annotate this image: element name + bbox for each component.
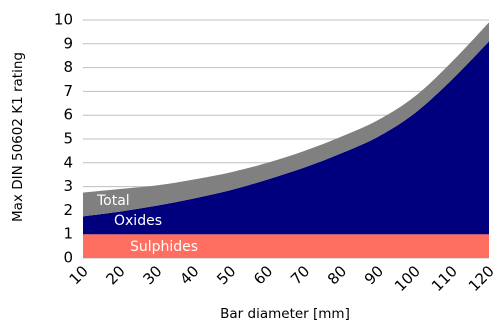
x-tick-label: 20 bbox=[103, 262, 129, 288]
x-tick-label: 40 bbox=[176, 262, 202, 288]
y-tick-label: 7 bbox=[63, 82, 73, 100]
area-oxides bbox=[83, 41, 489, 235]
area-sulphides bbox=[83, 234, 489, 258]
x-tick-label: 90 bbox=[361, 262, 387, 288]
y-tick-label: 4 bbox=[63, 153, 73, 171]
y-tick-label: 0 bbox=[63, 249, 73, 267]
y-tick-label: 9 bbox=[63, 34, 73, 52]
y-tick-labels: 0 1 2 3 4 5 6 7 8 9 10 bbox=[54, 11, 73, 267]
label-sulphides: Sulphides bbox=[130, 239, 198, 255]
x-tick-label: 110 bbox=[428, 262, 461, 295]
x-tick-label: 60 bbox=[250, 262, 276, 288]
y-tick-label: 6 bbox=[63, 106, 73, 124]
x-tick-label: 120 bbox=[465, 262, 494, 295]
x-tick-labels: 10 20 30 40 50 60 70 80 90 100 110 120 bbox=[66, 262, 494, 295]
x-tick-label: 80 bbox=[324, 262, 350, 288]
y-tick-label: 3 bbox=[63, 177, 73, 195]
x-axis-label: Bar diameter [mm] bbox=[220, 306, 350, 322]
x-tick-label: 50 bbox=[213, 262, 239, 288]
y-tick-label: 8 bbox=[63, 58, 73, 76]
area-labels: Sulphides Oxides Total bbox=[96, 193, 198, 255]
areas bbox=[83, 22, 489, 258]
label-total: Total bbox=[96, 193, 130, 209]
label-oxides: Oxides bbox=[114, 213, 162, 229]
x-tick-label: 100 bbox=[391, 262, 424, 295]
y-tick-label: 5 bbox=[63, 130, 73, 148]
y-tick-label: 10 bbox=[54, 11, 73, 29]
y-tick-label: 1 bbox=[63, 225, 73, 243]
y-axis-label: Max DIN 50602 K1 rating bbox=[10, 52, 26, 222]
x-tick-label: 70 bbox=[287, 262, 313, 288]
y-tick-label: 2 bbox=[63, 201, 73, 219]
area-total bbox=[83, 22, 489, 217]
x-tick-label: 30 bbox=[139, 262, 165, 288]
